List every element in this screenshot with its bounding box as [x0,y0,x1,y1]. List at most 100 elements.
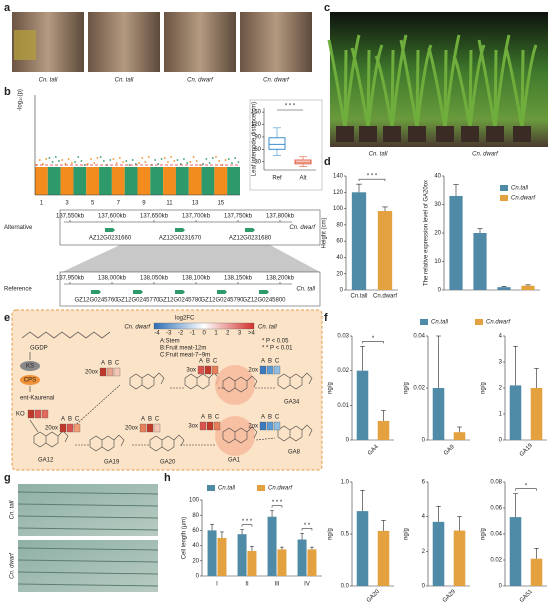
y-tick-label: 0 [438,288,442,294]
snp-point [109,159,112,161]
snp-band [86,167,100,195]
coord-label: 137,750kb [224,214,253,220]
y-tick-label: 120 [333,190,344,196]
synteny-band [62,245,320,272]
genome-label: Cn. tall [296,287,315,293]
snp-point [128,164,131,166]
snp-point [122,161,124,163]
snp-point [179,163,182,165]
x-tick-label: III [274,582,279,588]
y-axis-label: Leaf internode distance(cm) [252,102,258,176]
gene-label: GZ12G0245780 [158,298,202,304]
heat-cell [266,421,274,431]
track-frame [59,209,321,246]
snp-band [137,167,151,195]
snp-point [134,163,137,165]
y-axis-label: Height (cm) [322,217,328,248]
heat-cell [139,423,147,433]
bar [377,420,390,440]
heat-cell [273,421,281,431]
y-tick-label: 0 [196,574,200,580]
coord-label: 138,200kb [266,276,295,282]
y-tick-label: 80 [192,513,199,519]
node-label: GA1 [228,458,241,464]
gene-label: GZ12G0245760 [74,298,118,304]
scale-label: -2 [178,331,184,337]
legend-swatch [207,485,215,491]
snp-point [67,158,70,160]
plant [477,34,511,129]
y-tick-label: 30 [254,159,261,165]
snp-point [227,158,230,160]
plant [374,34,408,129]
snp-point [234,157,237,159]
pot [408,126,426,142]
significance: * * [304,523,311,529]
coord-label: 138,000kb [98,276,127,282]
snp-point [224,159,227,161]
bar [356,511,369,586]
y-tick-label: 0.5 [341,532,350,538]
y-tick-label: 2 [499,386,503,392]
pot [486,126,504,142]
snp-point [237,161,240,163]
heat-cell [199,421,207,431]
x-axis-label: GA9 [443,444,456,457]
x-tick-label: 5 [91,201,95,207]
snp-point [86,163,89,165]
color-scale [153,322,255,330]
snp-point [45,158,48,160]
heat-column-label: A [141,417,145,423]
track-label: Alternative [4,225,33,231]
y-tick-label: 40 [336,255,343,261]
y-tick-label: 1 [499,412,503,418]
molecule-chain [21,331,111,339]
legend-end-label: Cn. tall [258,325,277,331]
bar [509,517,522,586]
molecule [277,372,313,390]
enzyme-label: 20ox [125,426,138,432]
cell-wall [17,571,159,575]
track-frame [59,271,321,307]
snp-point [205,158,208,160]
heat-cell [213,421,221,431]
panel-label: f [324,312,328,324]
heat-column-label: A [261,359,265,365]
coord-label: 137,950kb [56,276,85,282]
y-tick-label: 2 [422,549,426,555]
y-tick-label: 6 [422,480,426,486]
heat-cell [206,421,214,431]
tissue-label: C:Fruit meat-7~9m [160,353,210,359]
gene-arrow [259,290,269,294]
snp-point [96,157,99,159]
node-label: GA8 [288,450,301,456]
cell-wall [17,583,159,587]
y-tick-label: 30 [434,202,441,208]
enzyme-label: KS [26,364,34,370]
cell-wall [17,559,159,563]
molecule [149,434,185,452]
x-tick-label: Ref [272,176,282,182]
node-label: GGDP [30,346,48,352]
heat-column-label: A [61,417,65,423]
y-tick-label: 0 [346,438,350,444]
snp-point [93,162,96,164]
pot [359,126,377,142]
snp-band [227,167,240,195]
pot [513,126,531,142]
significance: * * * [242,519,253,525]
snp-point [74,161,76,163]
x-axis-label: GA29 [442,588,458,604]
plant [327,34,361,129]
y-tick-label: 140 [333,174,344,180]
coord-label: 137,800kb [266,214,295,220]
photo-caption: Cn. dwarf [263,78,290,84]
scale-label: -3 [166,331,172,337]
panel-label: h [164,472,171,484]
snp-band [47,167,61,195]
y-axis-label: The relative expression level of GA20ox [424,180,430,286]
bar [247,550,257,576]
heat-cell [73,423,81,433]
track-label: Reference [4,287,32,293]
coord-label: 138,100kb [182,276,211,282]
